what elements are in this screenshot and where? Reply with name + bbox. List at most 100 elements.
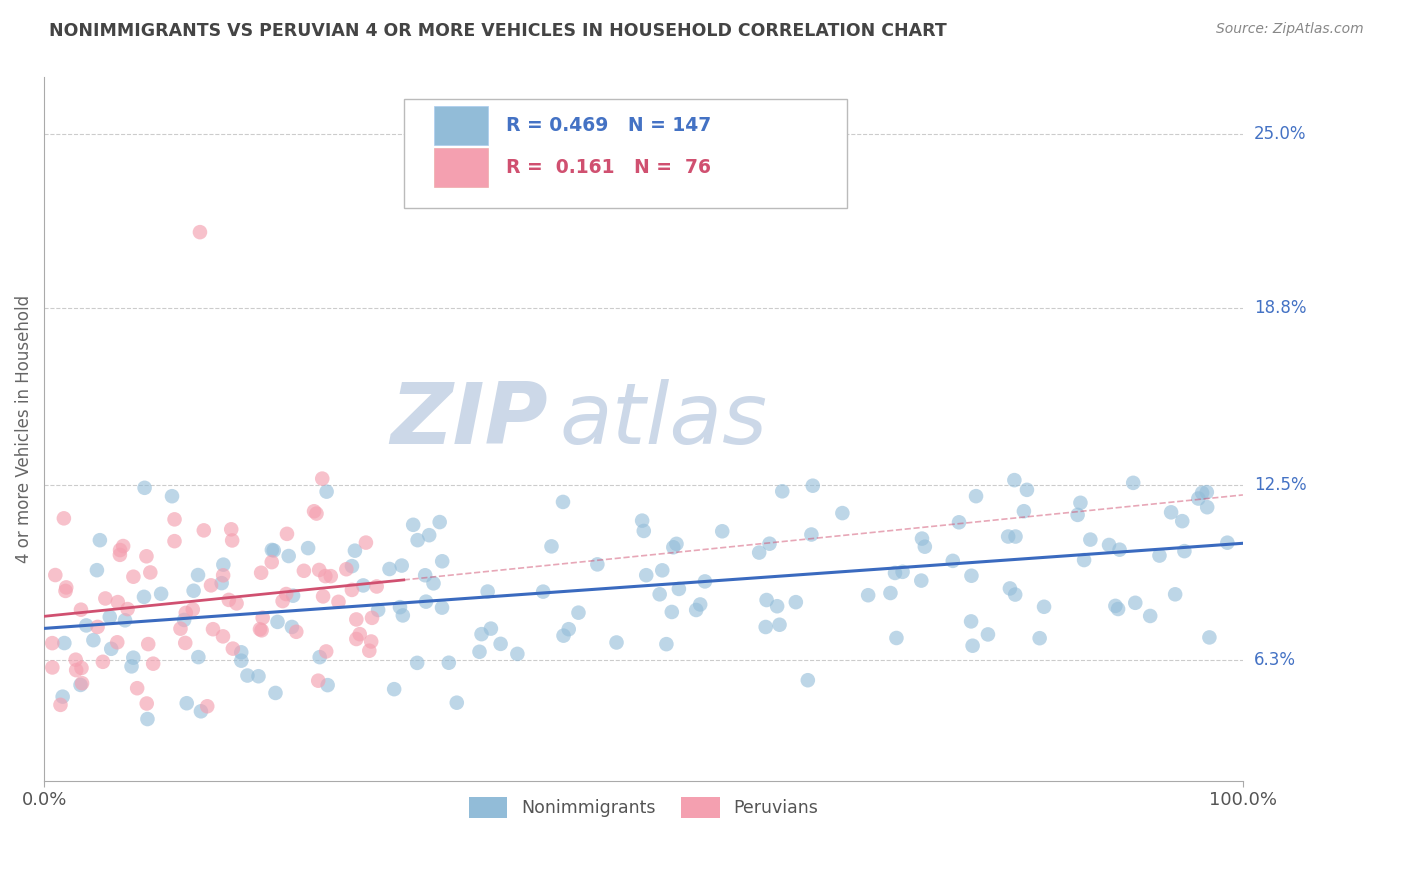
Point <box>100 641 122 656</box>
Point <box>366 580 388 594</box>
Point <box>797 673 820 688</box>
Point <box>221 533 243 548</box>
Point <box>891 565 914 579</box>
Point <box>662 541 685 555</box>
Point <box>136 712 159 726</box>
Y-axis label: 4 or more Vehicles in Household: 4 or more Vehicles in Household <box>15 295 32 563</box>
Point <box>655 637 678 651</box>
Point <box>1069 496 1091 510</box>
Text: 18.8%: 18.8% <box>1254 299 1306 317</box>
Point <box>297 541 319 555</box>
Point <box>316 678 339 692</box>
Point <box>748 545 770 559</box>
Point <box>661 605 683 619</box>
Point <box>344 632 367 646</box>
Point <box>314 569 336 583</box>
Point <box>1098 538 1121 552</box>
Point <box>49 698 72 712</box>
Point <box>236 668 259 682</box>
Text: Source: ZipAtlas.com: Source: ZipAtlas.com <box>1216 22 1364 37</box>
Point <box>567 606 589 620</box>
Text: 6.3%: 6.3% <box>1254 650 1296 669</box>
Point <box>997 529 1019 543</box>
Point <box>540 540 562 554</box>
Point <box>107 595 129 609</box>
Point <box>65 663 87 677</box>
Point <box>183 583 205 598</box>
Point <box>479 622 502 636</box>
Point <box>631 514 654 528</box>
Point <box>388 600 411 615</box>
Point <box>1216 535 1239 549</box>
Point <box>651 563 673 577</box>
Point <box>112 539 135 553</box>
Point <box>105 635 128 649</box>
Point <box>685 603 707 617</box>
Point <box>41 636 63 650</box>
FancyBboxPatch shape <box>433 148 488 186</box>
Point <box>382 682 405 697</box>
Point <box>55 581 77 595</box>
Point <box>1104 599 1126 613</box>
Point <box>965 489 987 503</box>
Point <box>271 594 294 608</box>
Point <box>281 620 304 634</box>
Point <box>52 690 75 704</box>
Point <box>55 583 77 598</box>
Point <box>41 660 63 674</box>
Point <box>174 606 197 620</box>
Point <box>212 568 235 582</box>
Point <box>108 548 131 562</box>
Point <box>418 528 440 542</box>
Point <box>190 704 212 718</box>
Point <box>406 656 429 670</box>
Point <box>755 620 778 634</box>
Point <box>430 600 453 615</box>
Point <box>187 568 209 582</box>
Point <box>1015 483 1038 497</box>
Point <box>134 481 156 495</box>
Point <box>276 526 298 541</box>
Point <box>53 636 76 650</box>
Point <box>1107 602 1129 616</box>
Point <box>222 641 245 656</box>
Point <box>65 653 87 667</box>
Point <box>276 587 298 601</box>
Point <box>432 554 454 568</box>
Point <box>344 612 367 626</box>
Point <box>586 558 609 572</box>
Point <box>605 635 627 649</box>
Point <box>879 586 901 600</box>
Point <box>195 699 218 714</box>
Point <box>200 578 222 592</box>
Point <box>1160 505 1182 519</box>
Point <box>211 576 233 591</box>
Point <box>689 598 711 612</box>
Legend: Nonimmigrants, Peruvians: Nonimmigrants, Peruvians <box>461 789 825 825</box>
Point <box>668 582 690 596</box>
Point <box>911 532 934 546</box>
Point <box>1002 473 1025 487</box>
Point <box>202 622 225 636</box>
Point <box>1033 599 1056 614</box>
Point <box>531 584 554 599</box>
Point <box>266 615 288 629</box>
Point <box>163 534 186 549</box>
Point <box>477 584 499 599</box>
Point <box>948 516 970 530</box>
Point <box>998 582 1021 596</box>
Point <box>960 615 983 629</box>
Point <box>121 659 143 673</box>
Point <box>89 533 111 548</box>
Point <box>193 524 215 538</box>
Text: atlas: atlas <box>560 379 768 462</box>
Point <box>122 570 145 584</box>
Point <box>1123 596 1146 610</box>
Point <box>1195 485 1218 500</box>
Point <box>150 587 173 601</box>
Point <box>758 537 780 551</box>
Point <box>359 644 381 658</box>
Point <box>1198 631 1220 645</box>
Point <box>354 535 377 549</box>
Point <box>349 627 371 641</box>
